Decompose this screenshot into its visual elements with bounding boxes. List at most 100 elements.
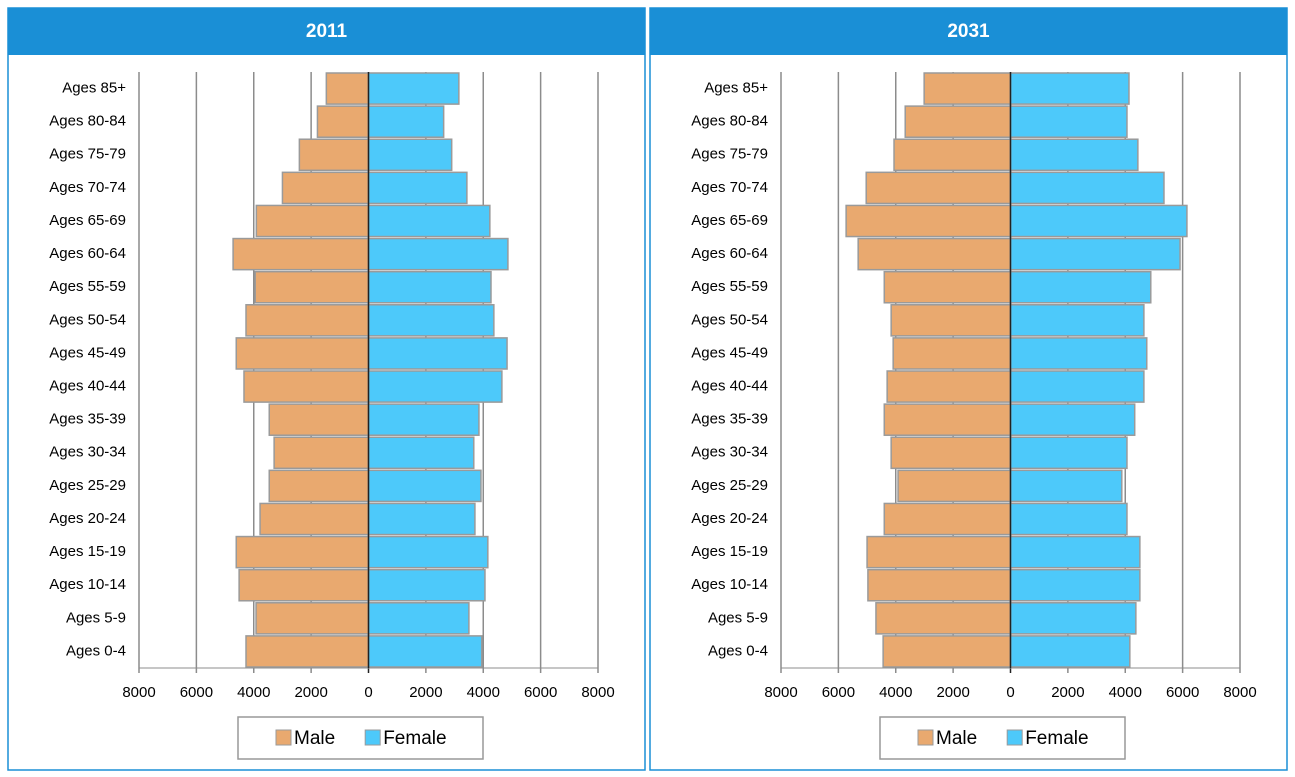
bar xyxy=(1009,72,1130,105)
bar xyxy=(367,337,508,370)
bar xyxy=(281,171,370,205)
bar xyxy=(259,502,370,536)
bar xyxy=(367,237,509,271)
y-tick-label: Ages 85+ xyxy=(62,80,126,97)
bar xyxy=(883,403,1012,436)
bar xyxy=(897,469,1012,503)
bar xyxy=(268,469,370,503)
bar xyxy=(298,138,370,172)
y-tick-label: Ages 55-59 xyxy=(49,278,126,295)
y-tick-label: Ages 45-49 xyxy=(49,344,126,361)
bar xyxy=(882,635,1012,668)
bar xyxy=(875,602,1012,635)
bar xyxy=(325,72,370,105)
bar xyxy=(1009,535,1141,569)
x-tick-label: 2000 xyxy=(294,684,327,701)
bar xyxy=(232,237,370,271)
x-tick-label: 4000 xyxy=(237,684,270,701)
bar xyxy=(367,436,475,470)
bar xyxy=(367,105,445,138)
y-tick-label: Ages 75-79 xyxy=(691,146,768,163)
bar xyxy=(243,370,370,403)
x-tick-label: 6000 xyxy=(180,684,213,701)
bar xyxy=(1009,304,1145,337)
bar xyxy=(904,105,1012,138)
y-tick-label: Ages 70-74 xyxy=(691,179,768,196)
y-tick-label: Ages 0-4 xyxy=(708,642,768,659)
legend-label: Male xyxy=(294,728,335,749)
legend-label: Female xyxy=(383,728,446,749)
bar xyxy=(893,138,1012,172)
bar xyxy=(255,204,370,238)
legend-swatch xyxy=(364,729,381,746)
legend-swatch xyxy=(917,729,934,746)
x-tick-label: 8000 xyxy=(581,684,614,701)
bar xyxy=(316,105,370,138)
bar xyxy=(857,237,1012,271)
bar xyxy=(923,72,1012,105)
bar xyxy=(867,568,1012,602)
y-tick-label: Ages 65-69 xyxy=(49,212,126,229)
y-tick-label: Ages 55-59 xyxy=(691,278,768,295)
bar xyxy=(1009,602,1137,635)
bar xyxy=(245,304,370,337)
bar xyxy=(254,270,370,304)
bar xyxy=(892,337,1012,370)
bar xyxy=(367,270,492,304)
x-tick-label: 8000 xyxy=(1223,684,1256,701)
y-tick-label: Ages 10-14 xyxy=(49,576,126,593)
bar xyxy=(866,535,1012,569)
x-tick-label: 0 xyxy=(364,684,372,701)
bar xyxy=(1009,138,1139,172)
bar xyxy=(1009,403,1136,436)
y-tick-label: Ages 85+ xyxy=(704,80,768,97)
x-tick-label: 2000 xyxy=(409,684,442,701)
y-tick-label: Ages 25-29 xyxy=(691,477,768,494)
bar xyxy=(1009,502,1128,536)
x-tick-label: 6000 xyxy=(524,684,557,701)
y-tick-label: Ages 40-44 xyxy=(691,378,768,395)
bar xyxy=(890,436,1012,470)
y-tick-label: Ages 75-79 xyxy=(49,146,126,163)
bar xyxy=(255,602,370,635)
legend-swatch xyxy=(1006,729,1023,746)
bar xyxy=(367,502,476,536)
bar xyxy=(367,370,503,403)
y-tick-label: Ages 35-39 xyxy=(691,411,768,428)
bar xyxy=(845,204,1012,238)
bar xyxy=(273,436,370,470)
bar xyxy=(1009,171,1165,205)
bar xyxy=(883,270,1012,304)
bar xyxy=(367,568,486,602)
x-tick-label: 8000 xyxy=(764,684,797,701)
bar xyxy=(1009,237,1181,271)
y-tick-label: Ages 60-64 xyxy=(691,245,768,262)
bar xyxy=(1009,270,1152,304)
y-tick-label: Ages 40-44 xyxy=(49,378,126,395)
bar xyxy=(235,535,370,569)
y-tick-label: Ages 15-19 xyxy=(49,543,126,560)
bar xyxy=(367,403,480,436)
y-tick-label: Ages 35-39 xyxy=(49,411,126,428)
y-tick-label: Ages 60-64 xyxy=(49,245,126,262)
x-tick-label: 4000 xyxy=(879,684,912,701)
bar xyxy=(367,602,470,635)
x-tick-label: 4000 xyxy=(467,684,500,701)
y-tick-label: Ages 80-84 xyxy=(49,113,126,130)
bar xyxy=(367,138,453,172)
x-tick-label: 6000 xyxy=(1166,684,1199,701)
x-tick-label: 4000 xyxy=(1109,684,1142,701)
legend-swatch xyxy=(275,729,292,746)
y-tick-label: Ages 30-34 xyxy=(49,444,126,461)
x-tick-label: 8000 xyxy=(122,684,155,701)
bar xyxy=(367,304,495,337)
bar xyxy=(367,171,468,205)
y-tick-label: Ages 20-24 xyxy=(49,510,126,527)
bar xyxy=(367,635,483,668)
panel-header xyxy=(650,8,1287,55)
panel-title: 2011 xyxy=(306,21,348,42)
y-tick-label: Ages 50-54 xyxy=(49,311,126,328)
panel-header xyxy=(8,8,645,55)
y-tick-label: Ages 5-9 xyxy=(66,609,126,626)
